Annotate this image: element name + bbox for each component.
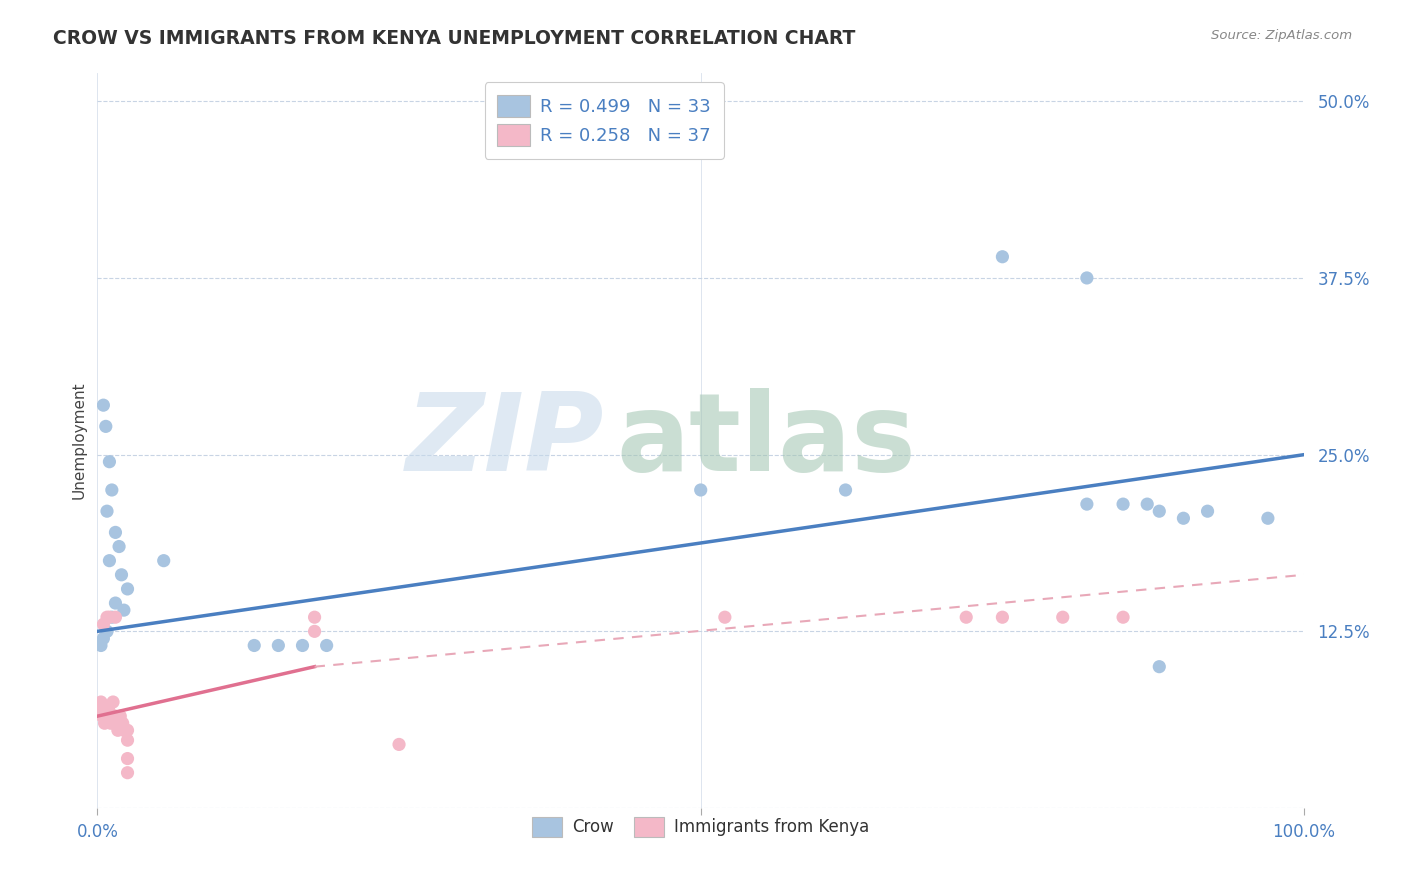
Point	[110, 709, 132, 723]
Point	[243, 639, 266, 653]
Point	[105, 714, 128, 728]
Point	[117, 751, 139, 765]
Point	[94, 699, 117, 714]
Point	[117, 723, 139, 738]
Point	[93, 632, 115, 646]
Point	[112, 603, 135, 617]
Point	[267, 639, 290, 653]
Point	[315, 639, 337, 653]
Point	[1052, 610, 1074, 624]
Point	[93, 716, 115, 731]
Point	[991, 610, 1014, 624]
Point	[104, 610, 127, 624]
Point	[90, 639, 112, 653]
Legend: Crow, Immigrants from Kenya: Crow, Immigrants from Kenya	[526, 810, 876, 844]
Point	[107, 723, 129, 738]
Point	[96, 709, 118, 723]
Point	[991, 250, 1014, 264]
Point	[93, 617, 115, 632]
Point	[108, 540, 131, 554]
Point	[1076, 271, 1098, 285]
Point	[1257, 511, 1279, 525]
Point	[1149, 659, 1171, 673]
Point	[98, 610, 121, 624]
Point	[98, 554, 121, 568]
Point	[955, 610, 977, 624]
Point	[101, 610, 124, 624]
Point	[101, 483, 124, 497]
Point	[96, 504, 118, 518]
Y-axis label: Unemployment: Unemployment	[72, 382, 86, 500]
Point	[152, 554, 174, 568]
Point	[101, 709, 124, 723]
Point	[304, 624, 326, 639]
Point	[117, 765, 139, 780]
Point	[1136, 497, 1159, 511]
Point	[110, 567, 132, 582]
Point	[101, 695, 124, 709]
Point	[1173, 511, 1195, 525]
Text: CROW VS IMMIGRANTS FROM KENYA UNEMPLOYMENT CORRELATION CHART: CROW VS IMMIGRANTS FROM KENYA UNEMPLOYME…	[53, 29, 856, 47]
Text: ZIP: ZIP	[406, 387, 605, 493]
Point	[96, 624, 118, 639]
Point	[1149, 504, 1171, 518]
Point	[89, 702, 111, 716]
Point	[93, 398, 115, 412]
Point	[96, 610, 118, 624]
Point	[834, 483, 856, 497]
Point	[90, 695, 112, 709]
Point	[103, 716, 125, 731]
Point	[91, 709, 114, 723]
Point	[93, 702, 115, 716]
Point	[714, 610, 737, 624]
Point	[689, 483, 711, 497]
Point	[108, 716, 131, 731]
Point	[104, 596, 127, 610]
Point	[97, 702, 120, 716]
Point	[1112, 610, 1135, 624]
Point	[104, 525, 127, 540]
Point	[100, 716, 122, 731]
Point	[110, 719, 132, 733]
Point	[104, 709, 127, 723]
Point	[388, 738, 411, 752]
Point	[111, 716, 134, 731]
Point	[304, 610, 326, 624]
Point	[94, 419, 117, 434]
Point	[117, 733, 139, 747]
Point	[112, 723, 135, 738]
Point	[117, 582, 139, 596]
Point	[291, 639, 314, 653]
Point	[1112, 497, 1135, 511]
Point	[98, 455, 121, 469]
Point	[1076, 497, 1098, 511]
Text: Source: ZipAtlas.com: Source: ZipAtlas.com	[1212, 29, 1353, 42]
Text: atlas: atlas	[616, 387, 915, 493]
Point	[98, 705, 121, 719]
Point	[1197, 504, 1219, 518]
